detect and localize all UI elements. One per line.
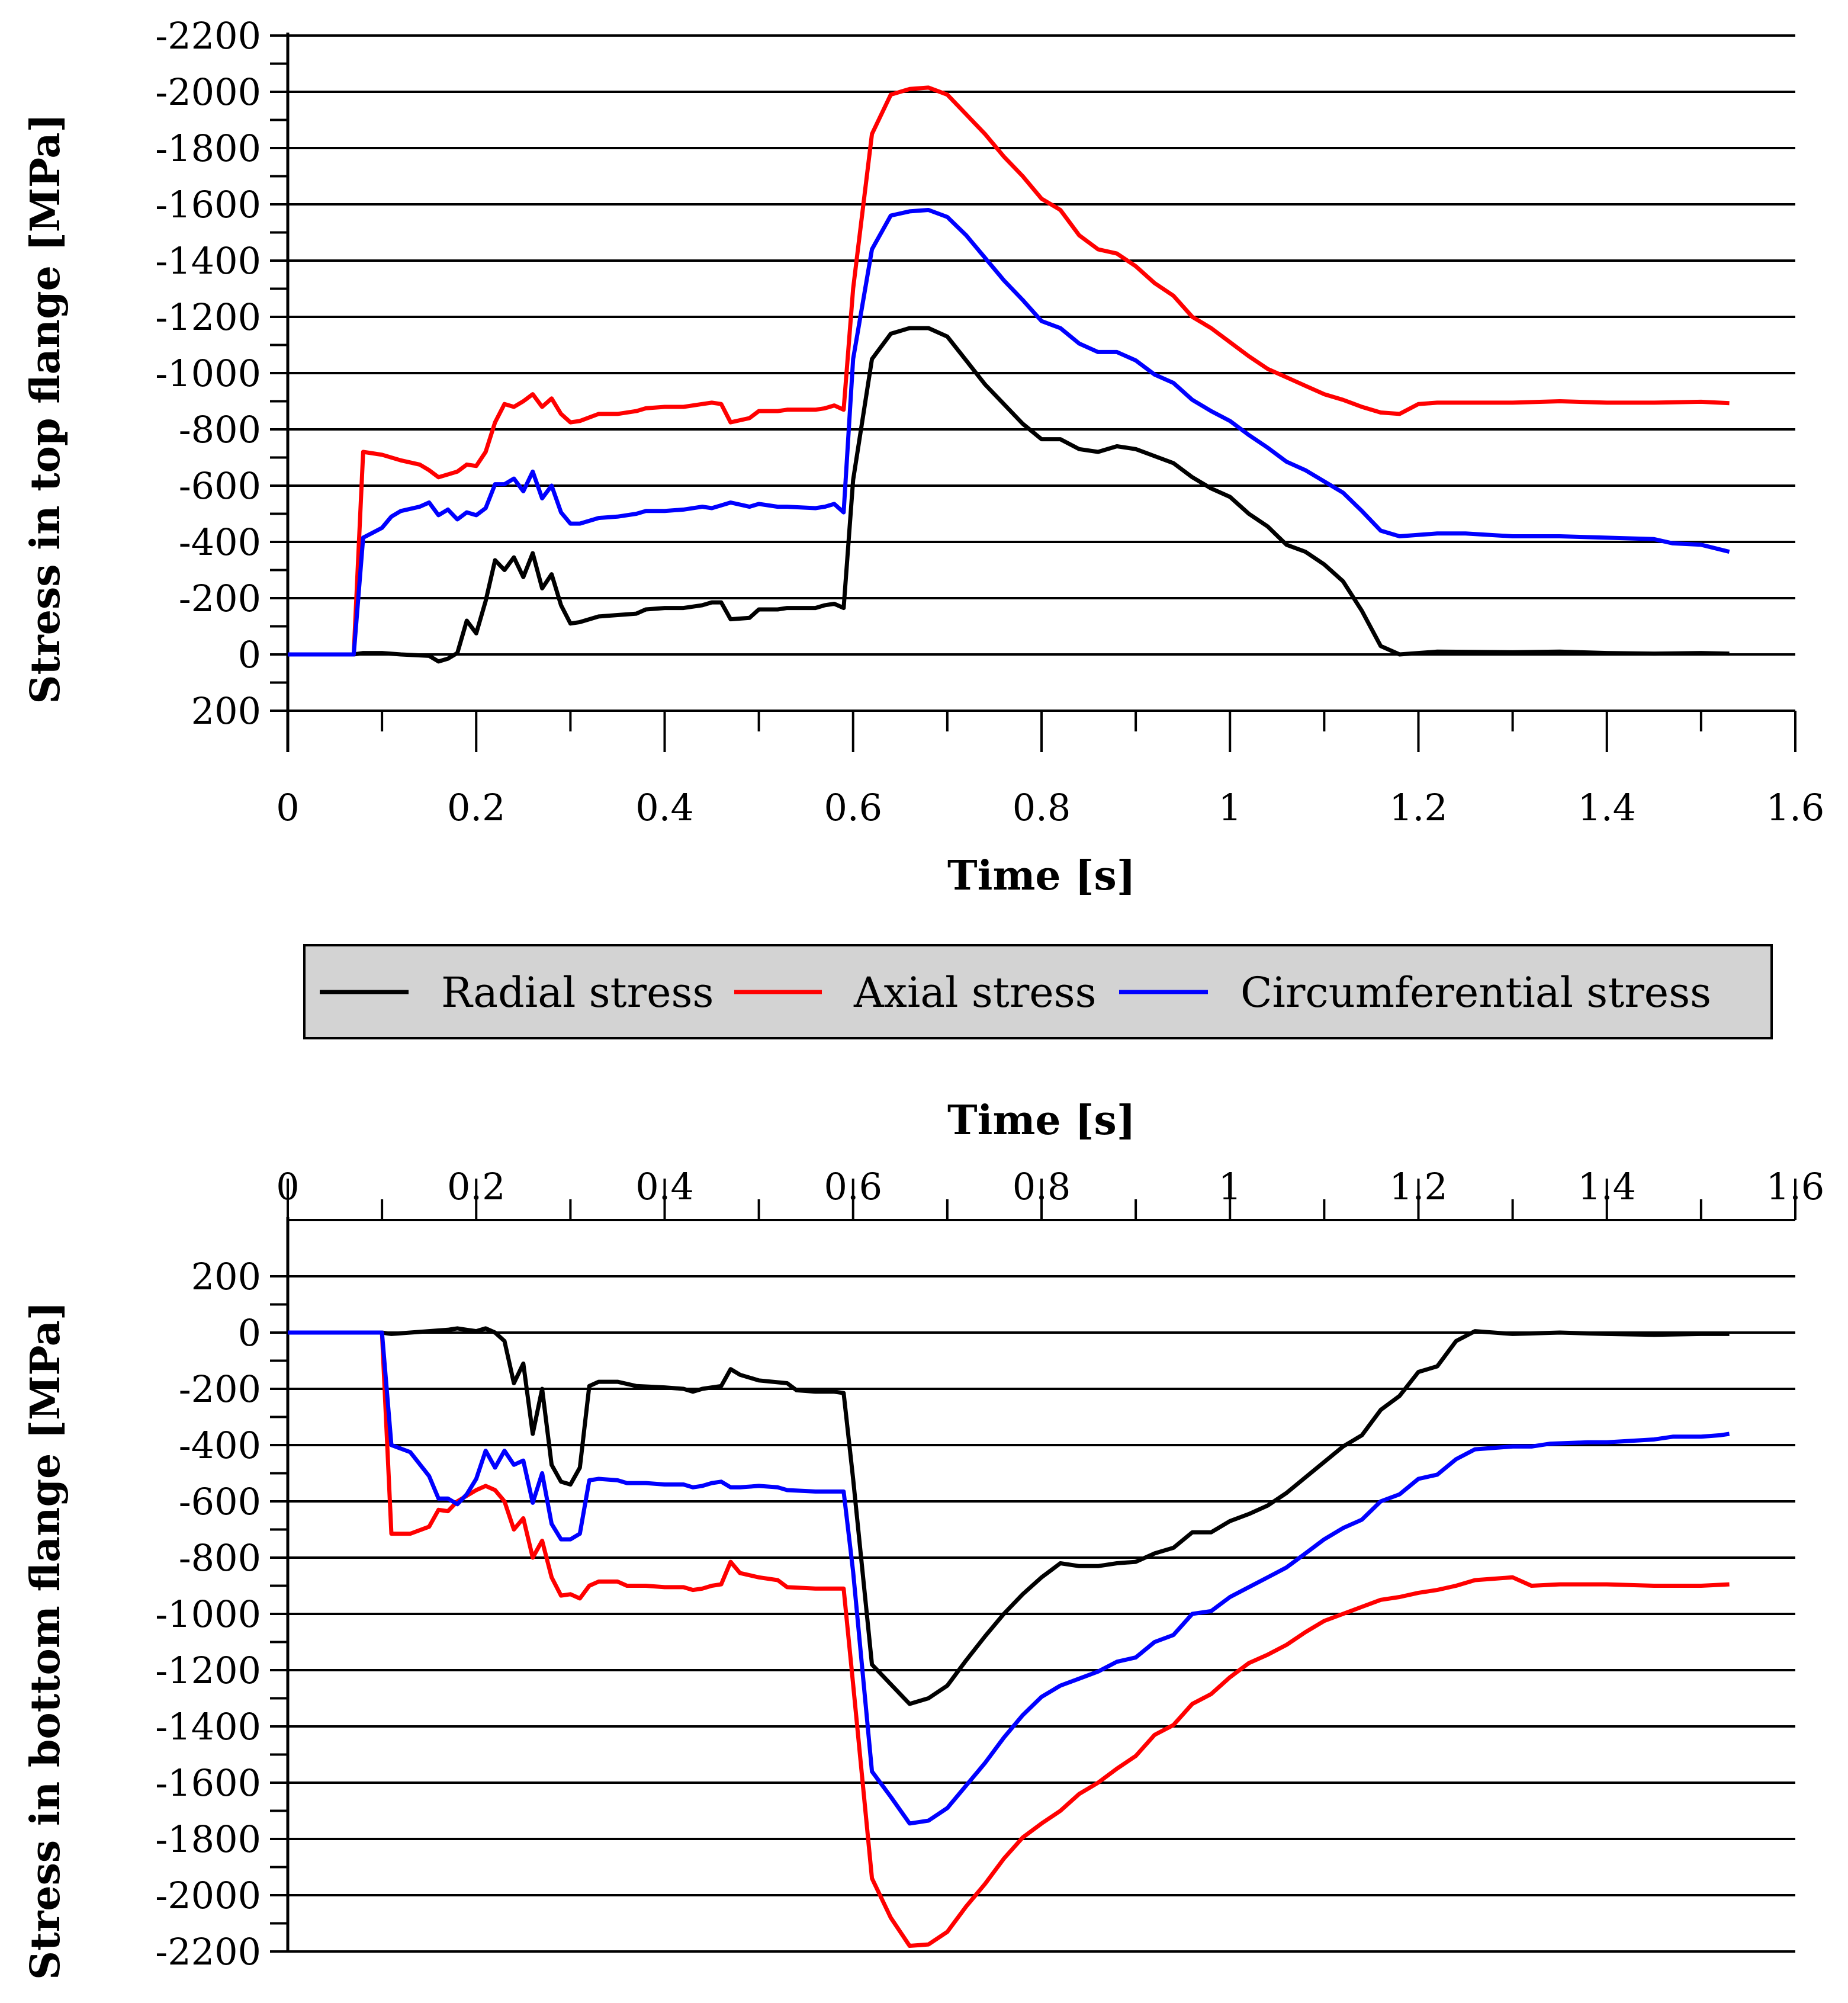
bottom-gridlines xyxy=(288,1275,1795,1953)
top-series-circumferential xyxy=(288,208,1730,657)
bottom-y-tick-label: 200 xyxy=(191,1255,261,1298)
top-x-tick-label: 1.6 xyxy=(1766,786,1825,829)
top-y-tick-label: -1600 xyxy=(155,183,261,226)
top-y-tick-label: 0 xyxy=(238,633,261,676)
top-chart: -2200-2000-1800-1600-1400-1200-1000-800-… xyxy=(22,14,1824,900)
bottom-x-tick-label: 1.4 xyxy=(1577,1165,1636,1208)
bottom-y-tick-label: -1600 xyxy=(155,1761,261,1805)
top-y-tick-label: -400 xyxy=(179,521,261,564)
bottom-series xyxy=(288,1326,1730,1948)
top-y-tick-label: -600 xyxy=(179,464,261,508)
bottom-y-tick-label: -1800 xyxy=(155,1818,261,1861)
bottom-y-tick-label: -1400 xyxy=(155,1705,261,1748)
bottom-x-tick-label: 0.2 xyxy=(447,1165,506,1208)
top-y-tick-label: -1200 xyxy=(155,296,261,339)
legend-label-axial: Axial stress xyxy=(853,968,1097,1017)
bottom-x-axis-title: Time [s] xyxy=(947,1097,1136,1144)
top-x-tick-label: 1.4 xyxy=(1577,786,1636,829)
bottom-y-tick-label: -800 xyxy=(179,1536,261,1580)
top-x-tick-label: 0.6 xyxy=(824,786,882,829)
bottom-series-circumferential xyxy=(288,1330,1730,1826)
top-axes xyxy=(270,33,1796,752)
bottom-axes xyxy=(270,1179,1796,1953)
top-y-axis-title: Stress in top flange [MPa] xyxy=(22,113,69,704)
bottom-y-tick-label: 0 xyxy=(238,1311,261,1354)
legend: Radial stress Axial stress Circumferenti… xyxy=(303,944,1773,1039)
top-x-tick-label: 0.4 xyxy=(635,786,694,829)
bottom-y-tick-label: -200 xyxy=(179,1368,261,1411)
legend-box xyxy=(303,944,1773,1039)
bottom-chart: 200 0 -200 -400 -600 -800 -1000 -1200 -1400 -1600… xyxy=(22,1097,1824,1980)
bottom-x-tick-label: 0.8 xyxy=(1013,1165,1071,1208)
bottom-x-tick-label: 1.2 xyxy=(1389,1165,1448,1208)
legend-label-circumferential: Circumferential stress xyxy=(1240,968,1711,1017)
bottom-y-tick-label: -2000 xyxy=(155,1874,261,1917)
bottom-x-tick-label: 0.6 xyxy=(824,1165,882,1208)
bottom-y-tick-label: -1000 xyxy=(155,1593,261,1636)
top-y-tick-label: -1800 xyxy=(155,127,261,170)
top-y-tick-label: -200 xyxy=(179,577,261,620)
top-x-tick-label: 1 xyxy=(1219,786,1242,829)
bottom-x-tick-label: 0 xyxy=(276,1165,299,1208)
legend-label-radial: Radial stress xyxy=(441,968,714,1017)
top-x-axis-title: Time [s] xyxy=(947,852,1136,900)
bottom-x-tick-label: 1.6 xyxy=(1766,1165,1825,1208)
top-y-tick-label: 200 xyxy=(191,689,261,733)
top-series-axial xyxy=(288,85,1730,657)
top-y-tick-label: -1400 xyxy=(155,239,261,283)
bottom-y-tick-label: -1200 xyxy=(155,1649,261,1692)
top-x-tick-label: 1.2 xyxy=(1389,786,1448,829)
bottom-tick-labels: 200 0 -200 -400 -600 -800 -1000 -1200 -1400 -1600… xyxy=(155,1165,1824,1973)
top-series-radial xyxy=(288,326,1730,664)
top-y-tick-label: -2200 xyxy=(155,14,261,57)
bottom-y-tick-label: -2200 xyxy=(155,1930,261,1973)
bottom-y-tick-label: -400 xyxy=(179,1424,261,1467)
bottom-y-tick-label: -600 xyxy=(179,1480,261,1523)
bottom-x-tick-label: 0.4 xyxy=(635,1165,694,1208)
bottom-y-axis-title: Stress in bottom flange [MPa] xyxy=(22,1301,69,1980)
top-x-tick-label: 0.8 xyxy=(1013,786,1071,829)
top-series xyxy=(288,85,1730,664)
top-tick-labels: -2200-2000-1800-1600-1400-1200-1000-800-… xyxy=(155,14,1824,829)
top-x-tick-label: 0.2 xyxy=(447,786,506,829)
bottom-series-axial xyxy=(288,1330,1730,1948)
top-y-tick-label: -1000 xyxy=(155,352,261,395)
top-y-tick-label: -800 xyxy=(179,408,261,451)
bottom-series-radial xyxy=(288,1326,1730,1706)
top-y-tick-label: -2000 xyxy=(155,70,261,114)
bottom-x-tick-label: 1 xyxy=(1219,1165,1242,1208)
top-x-tick-label: 0 xyxy=(276,786,299,829)
